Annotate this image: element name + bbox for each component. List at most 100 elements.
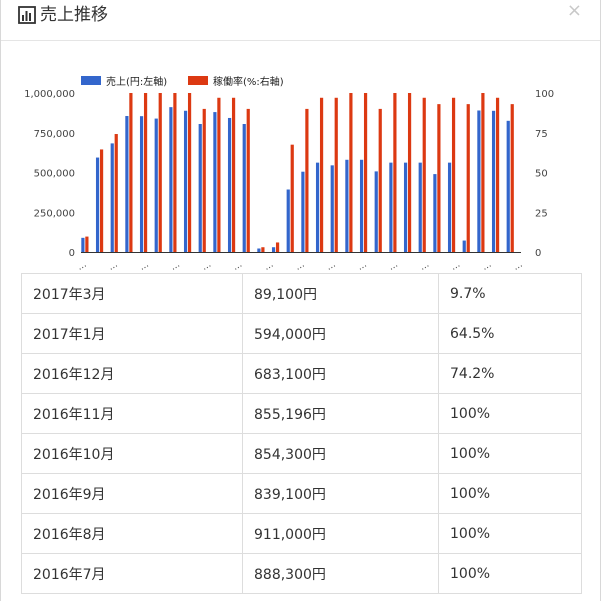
sales-bar	[198, 124, 202, 252]
rate-cell: 74.2%	[438, 353, 582, 394]
rate-cell: 100%	[438, 473, 582, 514]
sales-bar	[81, 237, 85, 252]
sales-bar	[462, 240, 466, 252]
sales-bar	[447, 162, 452, 252]
x-axis-tick-label: …	[325, 260, 338, 270]
sales-bar	[330, 165, 334, 252]
left-axis-tick-label: 0	[69, 248, 75, 259]
table-row: 2016年11月 855,196円 100%	[21, 393, 582, 434]
bar-chart-icon	[18, 6, 36, 24]
utilization-bar	[378, 108, 382, 253]
sales-bar	[477, 110, 481, 252]
utilization-bar	[158, 93, 162, 252]
utilization-bar	[319, 97, 324, 252]
utilization-bar	[129, 93, 133, 252]
x-axis-tick-label: …	[200, 260, 213, 270]
x-axis-tick-label: …	[138, 260, 151, 270]
sales-bar	[154, 118, 158, 252]
sales-bar	[403, 162, 408, 252]
sales-bar	[433, 174, 437, 252]
rate-cell: 100%	[438, 433, 582, 474]
rate-cell: 100%	[438, 553, 582, 594]
sales-bar	[374, 171, 378, 252]
utilization-bar	[407, 93, 412, 252]
x-axis-tick-label: …	[418, 260, 431, 270]
dialog-title-area: 売上推移	[18, 4, 108, 26]
sales-cell: 911,000円	[242, 513, 439, 554]
left-axis-tick-label: 750,000	[34, 129, 75, 140]
table-row: 2016年10月 854,300円 100%	[21, 433, 582, 474]
sales-bar	[227, 117, 232, 253]
rate-cell: 9.7%	[438, 273, 582, 314]
sales-bar	[183, 110, 188, 252]
utilization-bar	[85, 236, 89, 252]
x-axis-tick-label: …	[169, 260, 182, 270]
legend-label: 売上(円:左軸)	[106, 75, 167, 88]
utilization-bar	[363, 93, 368, 252]
right-axis-tick-label: 50	[535, 169, 548, 180]
sales-cell: 854,300円	[242, 433, 439, 474]
utilization-bar	[393, 93, 397, 252]
sales-bar	[286, 189, 290, 252]
utilization-bar	[290, 144, 294, 252]
left-axis-tick-label: 500,000	[34, 169, 75, 180]
utilization-bar	[305, 108, 309, 253]
sales-bar	[491, 110, 496, 252]
x-axis-tick-label: …	[263, 260, 276, 270]
right-axis-tick-label: 0	[535, 248, 541, 259]
utilization-bar	[334, 97, 338, 252]
month-cell: 2017年3月	[21, 273, 243, 314]
utilization-bar	[437, 104, 441, 252]
sales-cell: 683,100円	[242, 353, 439, 394]
right-axis-tick-label: 75	[535, 129, 548, 140]
sales-bar	[315, 162, 320, 252]
left-axis-tick-label: 250,000	[34, 208, 75, 219]
utilization-bar	[495, 97, 500, 252]
right-axis-tick-label: 25	[535, 208, 548, 219]
x-axis-tick-label: …	[387, 260, 400, 270]
x-axis-tick-label: …	[449, 260, 462, 270]
utilization-bar	[349, 93, 353, 252]
sales-bar	[506, 120, 510, 252]
legend-swatch	[188, 76, 208, 85]
sales-chart: 売上(円:左軸) 稼働率(%:右軸) 1,000,000 750,000 500,000…	[21, 70, 581, 270]
utilization-bar	[202, 108, 206, 253]
utilization-bar	[261, 247, 265, 252]
table-row: 2017年1月 594,000円 64.5%	[21, 313, 582, 354]
x-axis-tick-label: …	[512, 260, 525, 270]
sales-bar	[213, 112, 217, 252]
right-axis-tick-label: 100	[535, 89, 554, 100]
rate-cell: 100%	[438, 513, 582, 554]
sales-bar	[242, 124, 246, 252]
month-cell: 2016年10月	[21, 433, 243, 474]
x-axis-tick-label: …	[231, 260, 244, 270]
rate-cell: 100%	[438, 393, 582, 434]
table-row: 2016年9月 839,100円 100%	[21, 473, 582, 514]
utilization-bar	[217, 97, 221, 252]
sales-chart-svg: 売上(円:左軸) 稼働率(%:右軸) 1,000,000 750,000 500,000…	[24, 75, 554, 270]
x-axis-tick-label: …	[294, 260, 307, 270]
close-button[interactable]: ×	[566, 0, 582, 21]
sales-cell: 839,100円	[242, 473, 439, 514]
sales-cell: 89,100円	[242, 273, 439, 314]
rate-cell: 64.5%	[438, 313, 582, 354]
table-row: 2016年8月 911,000円 100%	[21, 513, 582, 554]
utilization-bar	[246, 108, 250, 253]
table-row: 2016年7月 888,300円 100%	[21, 553, 582, 594]
sales-cell: 594,000円	[242, 313, 439, 354]
month-cell: 2016年9月	[21, 473, 243, 514]
utilization-bar	[143, 93, 148, 252]
sales-bar	[110, 143, 114, 252]
sales-bar	[125, 116, 129, 252]
table-row: 2017年3月 89,100円 9.7%	[21, 273, 582, 314]
sales-cell: 855,196円	[242, 393, 439, 434]
sales-bar	[389, 162, 393, 252]
month-cell: 2016年11月	[21, 393, 243, 434]
month-cell: 2016年12月	[21, 353, 243, 394]
utilization-bar	[422, 97, 426, 252]
x-axis-tick-label: …	[76, 260, 89, 270]
legend-label: 稼働率(%:右軸)	[213, 75, 284, 88]
utilization-bar	[173, 93, 177, 252]
utilization-bar	[114, 134, 118, 252]
left-axis-tick-label: 1,000,000	[24, 89, 75, 100]
